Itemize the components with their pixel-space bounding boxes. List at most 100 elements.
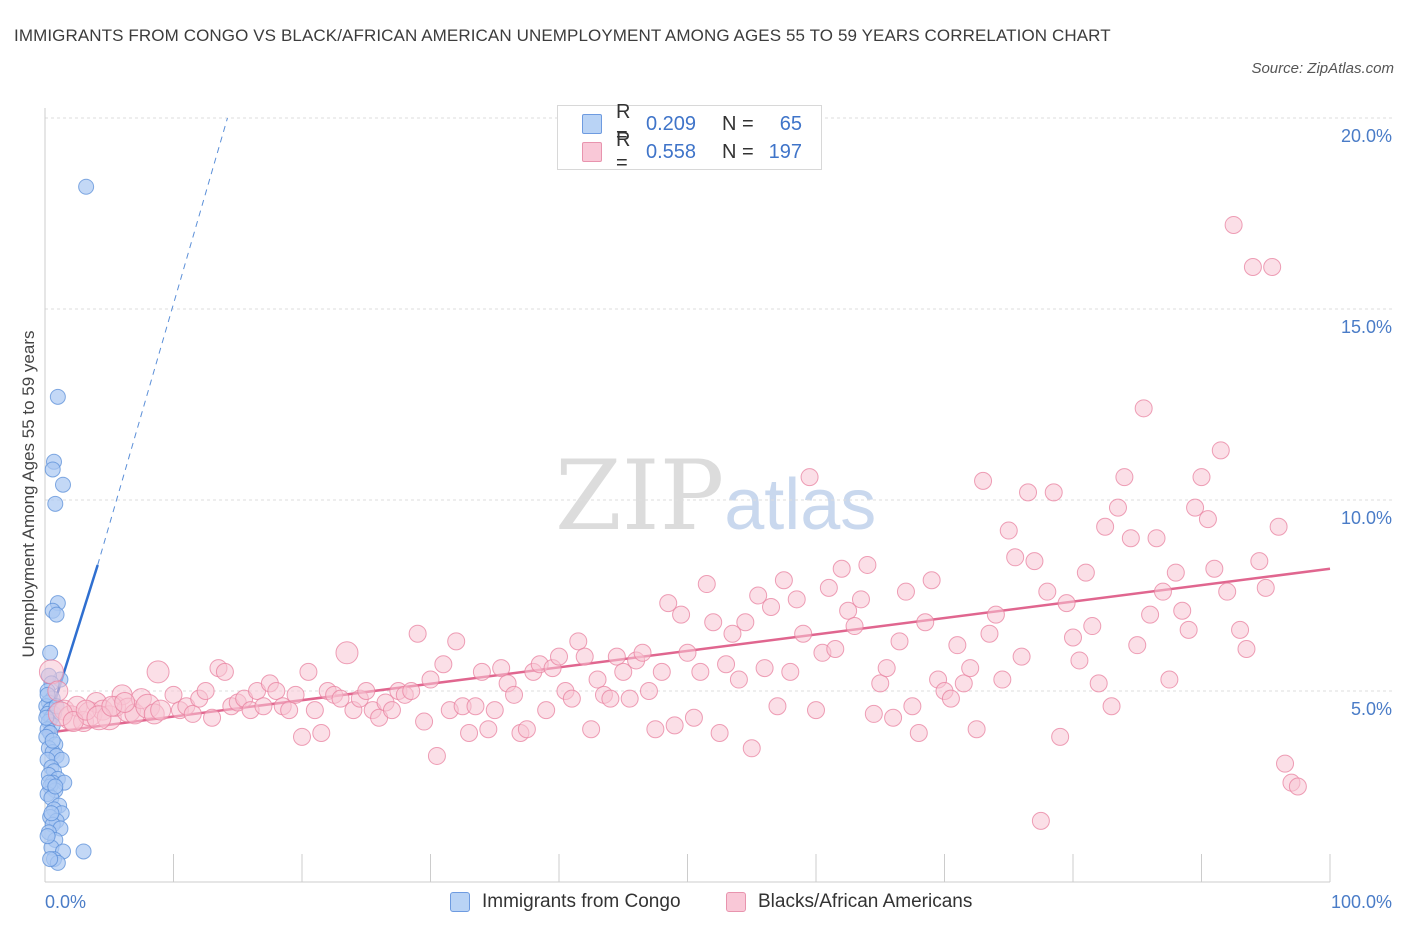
point-black [1051,727,1070,746]
point-congo [42,644,59,661]
point-black [1224,215,1243,234]
point-black [607,647,626,666]
point-black [1019,483,1038,502]
x-tick-label-max: 100.0% [1331,892,1392,912]
legend-r-value: 0.209 [646,112,697,135]
point-black [479,720,498,739]
point-black [1192,468,1211,487]
point-black [967,720,986,739]
point-black [164,685,183,704]
y-tick-label: 15.0% [1341,317,1392,337]
legend-n-value: 65 [779,112,802,135]
point-black [550,647,568,666]
chart-title: IMMIGRANTS FROM CONGO VS BLACK/AFRICAN A… [14,26,1111,45]
point-congo [47,778,64,795]
point-black [1250,552,1269,571]
series-congo-points [38,178,95,871]
bottom-legend-label-black: Blacks/African Americans [758,891,973,912]
point-black [704,613,723,632]
point-black [884,708,903,727]
point-congo [75,843,92,860]
point-black [293,727,311,746]
source-label: Source: ZipAtlas.com [1251,60,1394,77]
point-congo [78,178,95,195]
point-black [492,659,511,678]
point-black [1070,651,1089,670]
point-black [1025,552,1044,571]
point-black [114,691,136,713]
point-black [1057,594,1076,613]
point-black [858,555,877,574]
bottom-legend-black[interactable]: Blacks/African Americans [726,888,972,916]
point-black [1166,563,1185,582]
point-black [948,636,967,655]
point-black [47,680,69,702]
point-black [819,578,838,597]
point-black [762,597,781,616]
point-black [639,682,658,700]
point-black [1263,257,1282,276]
point-black [1076,563,1095,582]
trend-line-congo-extension [97,117,228,566]
point-congo [54,476,71,493]
y-axis-label: Unemployment Among Ages 55 to 59 years [19,331,38,658]
point-black [1205,559,1224,578]
legend-r-label: R = [616,101,631,146]
point-black [1173,601,1192,620]
point-black [1153,582,1172,601]
point-black [736,613,755,632]
point-black [845,617,864,636]
bottom-legend-swatch-black [726,892,746,912]
point-black [794,624,813,643]
point-black [382,701,401,720]
point-black [1160,670,1179,689]
point-black [903,697,922,716]
point-black [877,659,896,678]
point-black [1121,529,1140,548]
point-black [691,662,710,681]
point-black [697,575,716,594]
point-black [1031,811,1050,830]
legend-r-label: R = [616,129,631,174]
point-black [183,704,202,723]
point-black [280,701,299,720]
legend-n-label: N = [722,140,754,163]
point-black [1141,605,1160,624]
point-black [1186,498,1205,517]
watermark: ZIPatlas [555,440,876,552]
point-black [678,643,697,662]
point-black [150,699,172,721]
point-black [974,471,993,490]
bottom-legend-congo[interactable]: Immigrants from Congo [450,888,681,916]
point-black [1064,628,1082,647]
point-black [305,701,324,720]
point-black [774,571,793,590]
point-black [203,708,222,727]
point-black [1089,674,1108,693]
point-black [954,674,973,693]
point-black [980,624,999,643]
y-tick-label: 10.0% [1341,508,1392,528]
point-black [652,662,671,681]
point-black [254,697,273,716]
point-black [993,670,1012,689]
point-black [537,701,556,720]
legend-n-label: N = [722,112,754,135]
point-black [749,586,768,605]
point-congo [42,851,59,868]
bottom-legend-swatch-congo [450,892,470,912]
point-black [871,674,890,693]
axes [44,108,1331,883]
point-black [575,647,594,666]
point-black [864,704,883,723]
point-black [922,571,941,590]
point-black [1256,578,1275,597]
point-congo [49,388,66,405]
y-tick-label: 5.0% [1351,699,1392,719]
point-congo [43,805,60,822]
point-black [466,697,485,716]
legend-swatch-congo [582,114,602,134]
point-black [357,682,376,700]
point-black [1288,777,1307,796]
